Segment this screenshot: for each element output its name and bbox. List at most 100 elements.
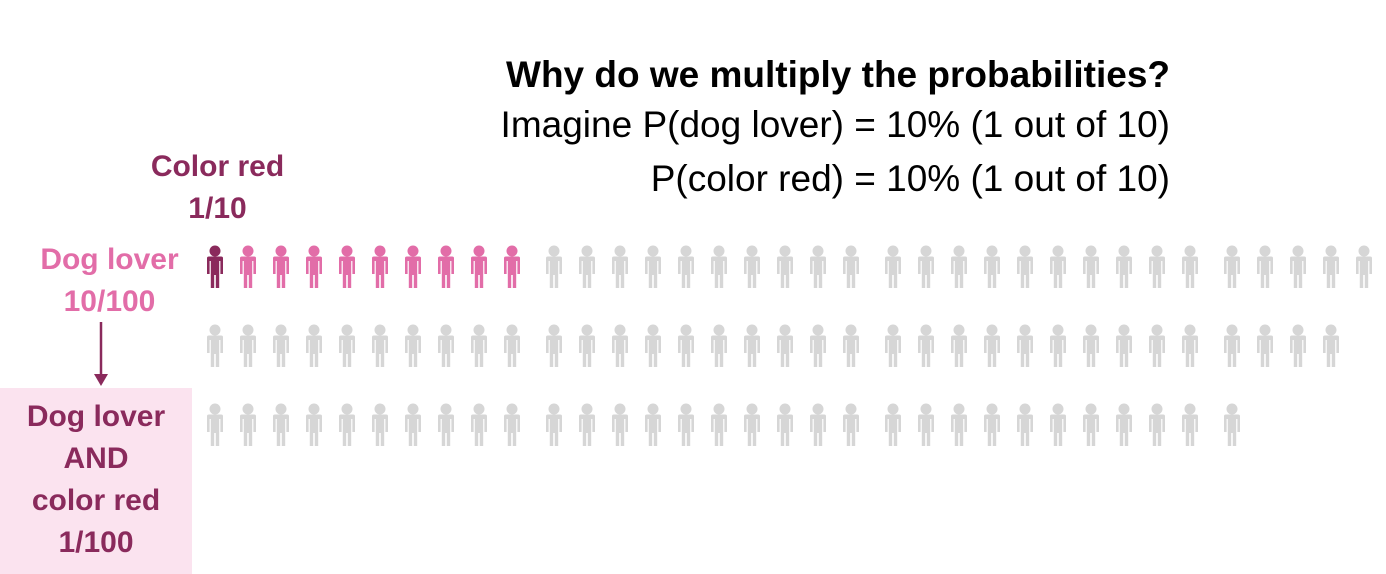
person-icon	[339, 324, 355, 367]
person-icon	[1224, 324, 1240, 367]
person-icon	[843, 324, 859, 367]
person-icon	[951, 245, 967, 288]
person-icon	[1050, 403, 1066, 446]
dog-lover-text: Dog lover	[40, 243, 179, 276]
person-icon-dog-lover	[339, 245, 355, 288]
person-icon	[471, 324, 487, 367]
person-icon	[744, 324, 760, 367]
person-icon	[1083, 403, 1099, 446]
person-icon	[678, 324, 694, 367]
person-icon	[1149, 245, 1165, 288]
both-line3: color red	[31, 484, 161, 517]
person-icon-dog-lover	[372, 245, 388, 288]
color-red-fraction: 1/10	[188, 192, 247, 225]
diagram-title: Why do we multiply the probabilities?	[506, 54, 1170, 95]
person-icon	[1017, 245, 1033, 288]
person-icon	[918, 324, 934, 367]
person-icon	[240, 403, 256, 446]
person-icon	[678, 403, 694, 446]
person-icon	[546, 324, 562, 367]
person-icon-dog-lover-red	[207, 245, 223, 288]
person-icon	[1149, 403, 1165, 446]
person-icon	[1050, 324, 1066, 367]
person-icon	[1182, 403, 1198, 446]
person-icon	[546, 403, 562, 446]
person-icon	[645, 403, 661, 446]
person-icon	[1224, 245, 1240, 288]
person-icon	[1356, 245, 1372, 288]
person-icon	[1290, 324, 1306, 367]
color-red-label: Color red 1/10	[130, 146, 305, 230]
person-icon	[273, 324, 289, 367]
person-icon	[579, 403, 595, 446]
person-icon	[372, 403, 388, 446]
person-icon	[885, 403, 901, 446]
person-icon	[612, 324, 628, 367]
dog-lover-fraction: 10/100	[63, 285, 156, 318]
person-icon	[504, 403, 520, 446]
person-icon	[1290, 245, 1306, 288]
person-icon	[1017, 324, 1033, 367]
person-icon	[372, 324, 388, 367]
person-icon-dog-lover	[504, 245, 520, 288]
person-icon	[579, 324, 595, 367]
person-icon	[1050, 245, 1066, 288]
both-line1: Dog lover	[26, 400, 166, 433]
person-icon	[546, 245, 562, 288]
person-icon	[711, 324, 727, 367]
person-icon	[984, 245, 1000, 288]
both-fraction: 1/100	[58, 526, 134, 559]
person-icon	[951, 403, 967, 446]
person-icon	[918, 245, 934, 288]
person-icon	[1083, 324, 1099, 367]
person-icon	[645, 245, 661, 288]
both-line2: AND	[63, 442, 129, 475]
dog-lover-and-red-box: Dog lover AND color red 1/100	[0, 388, 192, 574]
person-icon-dog-lover	[273, 245, 289, 288]
person-icon-dog-lover	[471, 245, 487, 288]
person-icon	[885, 245, 901, 288]
person-icon	[951, 324, 967, 367]
person-icon	[1116, 403, 1132, 446]
color-red-probability: P(color red) = 10% (1 out of 10)	[650, 158, 1170, 199]
person-icon	[471, 403, 487, 446]
person-icon	[438, 403, 454, 446]
person-icon	[678, 245, 694, 288]
person-icon	[843, 403, 859, 446]
person-icon	[1257, 245, 1273, 288]
person-icon	[744, 245, 760, 288]
person-icon	[339, 403, 355, 446]
person-icon	[711, 403, 727, 446]
person-icon	[984, 324, 1000, 367]
person-icon-dog-lover	[405, 245, 421, 288]
person-icon	[273, 403, 289, 446]
person-icon	[306, 403, 322, 446]
person-icon	[1257, 324, 1273, 367]
person-icon-dog-lover	[306, 245, 322, 288]
person-icon	[612, 403, 628, 446]
person-icon	[612, 245, 628, 288]
dog-lover-label: Dog lover 10/100	[22, 239, 197, 323]
person-icon	[810, 403, 826, 446]
person-icon	[579, 245, 595, 288]
person-icon	[777, 403, 793, 446]
color-red-text: Color red	[150, 150, 285, 183]
dog-lover-probability: Imagine P(dog lover) = 10% (1 out of 10)	[500, 104, 1170, 145]
person-icon	[843, 245, 859, 288]
person-icon	[645, 324, 661, 367]
person-icon	[1149, 324, 1165, 367]
person-icon	[240, 324, 256, 367]
person-icon	[207, 403, 223, 446]
person-icon-dog-lover	[240, 245, 256, 288]
person-icon	[744, 403, 760, 446]
person-icon	[306, 324, 322, 367]
person-icon	[1116, 324, 1132, 367]
person-icon-dog-lover	[438, 245, 454, 288]
person-icon	[1017, 403, 1033, 446]
person-icon	[777, 324, 793, 367]
person-icon	[711, 245, 727, 288]
person-icon	[885, 324, 901, 367]
down-arrow-icon	[94, 322, 108, 386]
person-icon	[1323, 245, 1339, 288]
